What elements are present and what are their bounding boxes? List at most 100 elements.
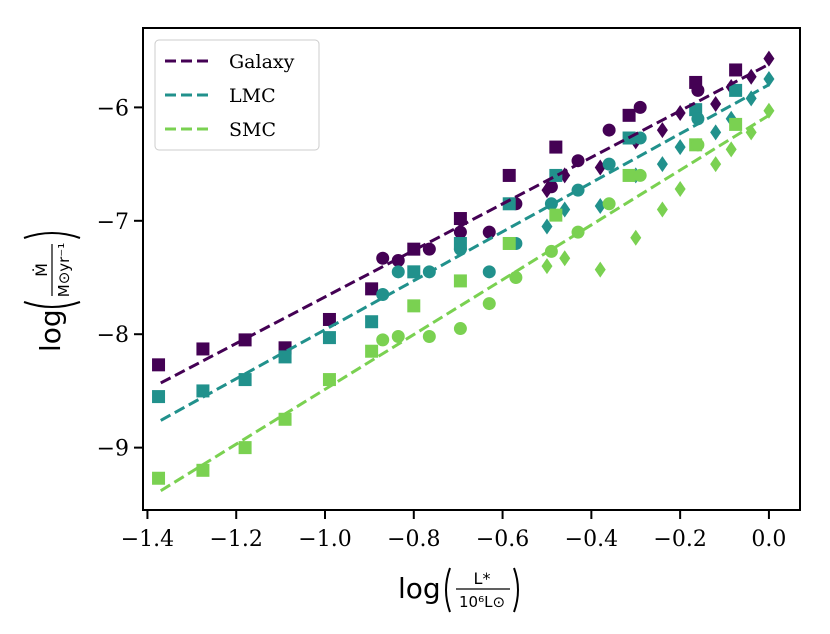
- galaxy-circle-point: [453, 225, 467, 239]
- smc-square-point: [238, 441, 252, 455]
- x-label-numerator: L*: [474, 569, 491, 588]
- y-label-log: log: [34, 309, 67, 352]
- x-tick-label: −0.4: [565, 527, 618, 552]
- galaxy-diamond-point: [541, 182, 553, 199]
- smc-square-point: [502, 236, 516, 250]
- galaxy-square-point: [322, 312, 336, 326]
- x-tick-label: −0.2: [653, 527, 706, 552]
- legend-box: [154, 39, 320, 151]
- x-tick-label: 0.0: [751, 527, 786, 552]
- lmc-diamond-point: [656, 156, 668, 173]
- lmc-circle-point: [602, 157, 616, 171]
- fit-lines: [159, 62, 770, 492]
- lmc-square-point: [322, 331, 336, 345]
- galaxy-diamond-point: [710, 95, 722, 112]
- smc-circle-point: [633, 168, 647, 182]
- smc-fit-line: [159, 114, 770, 492]
- smc-circle-point: [691, 138, 705, 152]
- smc-diamond-point: [725, 141, 737, 158]
- smc-square-point: [196, 463, 210, 477]
- smc-square-point: [407, 299, 421, 313]
- smc-circle-point: [482, 297, 496, 311]
- smc-diamond-point: [710, 156, 722, 173]
- galaxy-circle-point: [691, 83, 705, 97]
- legend-lmc-label: LMC: [229, 85, 276, 107]
- y-axis-ticks: −9 −8 −7 −6: [97, 96, 143, 462]
- smc-diamond-point: [656, 201, 668, 218]
- y-label-denominator: M⊙yr⁻¹: [55, 243, 73, 298]
- galaxy-square-point: [196, 342, 210, 356]
- smc-square-point: [622, 168, 636, 182]
- smc-square-point: [365, 344, 379, 358]
- x-label-denominator: 10⁶L⊙: [459, 593, 505, 611]
- galaxy-diamond-point: [763, 50, 775, 67]
- plot-marks: [152, 50, 775, 485]
- galaxy-square-point: [502, 168, 516, 182]
- smc-diamond-point: [630, 229, 642, 246]
- legend-galaxy-label: Galaxy: [229, 51, 295, 73]
- y-tick-label: −8: [97, 323, 129, 348]
- lmc-square-point: [152, 390, 166, 404]
- x-tick-label: −1.2: [210, 527, 263, 552]
- lmc-diamond-point: [541, 218, 553, 235]
- smc-circle-point: [544, 244, 558, 258]
- lmc-circle-point: [571, 183, 585, 197]
- galaxy-square-point: [549, 140, 563, 154]
- lmc-diamond-point: [710, 124, 722, 141]
- x-tick-label: −0.6: [476, 527, 529, 552]
- x-axis-label: log L* 10⁶L⊙: [398, 567, 519, 613]
- legend: Galaxy LMC SMC: [154, 39, 320, 151]
- galaxy-diamond-point: [674, 105, 686, 122]
- galaxy-square-point: [152, 358, 166, 372]
- y-axis-label: log Ṁ M⊙yr⁻¹: [23, 232, 81, 352]
- smc-diamond-point: [594, 261, 606, 278]
- smc-square-point: [152, 471, 166, 485]
- x-label-log: log: [398, 572, 441, 605]
- lmc-square-point: [407, 265, 421, 279]
- smc-diamond-point: [674, 181, 686, 198]
- lmc-diamond-point: [763, 71, 775, 88]
- x-tick-label: −1.4: [121, 527, 174, 552]
- y-tick-label: −7: [97, 210, 129, 235]
- lmc-square-point: [365, 315, 379, 329]
- smc-diamond-point: [559, 250, 571, 267]
- lmc-square-point: [729, 83, 743, 97]
- legend-smc-label: SMC: [229, 119, 276, 141]
- galaxy-circle-point: [376, 251, 390, 265]
- galaxy-square-point: [453, 212, 467, 226]
- series-smc-markers: [152, 102, 775, 485]
- lmc-fit-line: [160, 83, 770, 422]
- lmc-square-point: [238, 373, 252, 387]
- smc-diamond-point: [763, 102, 775, 119]
- galaxy-square-point: [729, 63, 743, 77]
- galaxy-square-point: [622, 108, 636, 122]
- smc-circle-point: [376, 333, 390, 347]
- lmc-circle-point: [482, 265, 496, 279]
- galaxy-circle-point: [422, 242, 436, 256]
- lmc-circle-point: [391, 265, 405, 279]
- x-axis-ticks: −1.4 −1.2 −1.0 −0.8 −0.6 −0.4 −0.2 0.0: [121, 510, 786, 552]
- plot-frame: [142, 27, 801, 511]
- y-tick-label: −9: [97, 437, 129, 462]
- smc-circle-point: [509, 271, 523, 285]
- y-tick-label: −6: [97, 96, 129, 121]
- smc-circle-point: [453, 322, 467, 336]
- smc-circle-point: [602, 197, 616, 211]
- smc-square-point: [453, 274, 467, 288]
- galaxy-circle-point: [482, 225, 496, 239]
- lmc-square-point: [278, 350, 292, 364]
- galaxy-fit-line: [160, 62, 770, 385]
- galaxy-circle-point: [391, 253, 405, 267]
- smc-circle-point: [391, 329, 405, 343]
- smc-square-point: [322, 373, 336, 387]
- x-tick-label: −1.0: [298, 527, 351, 552]
- galaxy-circle-point: [633, 100, 647, 114]
- lmc-diamond-point: [674, 139, 686, 156]
- smc-circle-point: [422, 329, 436, 343]
- galaxy-circle-point: [602, 123, 616, 137]
- smc-square-point: [729, 117, 743, 131]
- smc-diamond-point: [541, 258, 553, 275]
- galaxy-square-point: [365, 282, 379, 296]
- smc-square-point: [278, 412, 292, 426]
